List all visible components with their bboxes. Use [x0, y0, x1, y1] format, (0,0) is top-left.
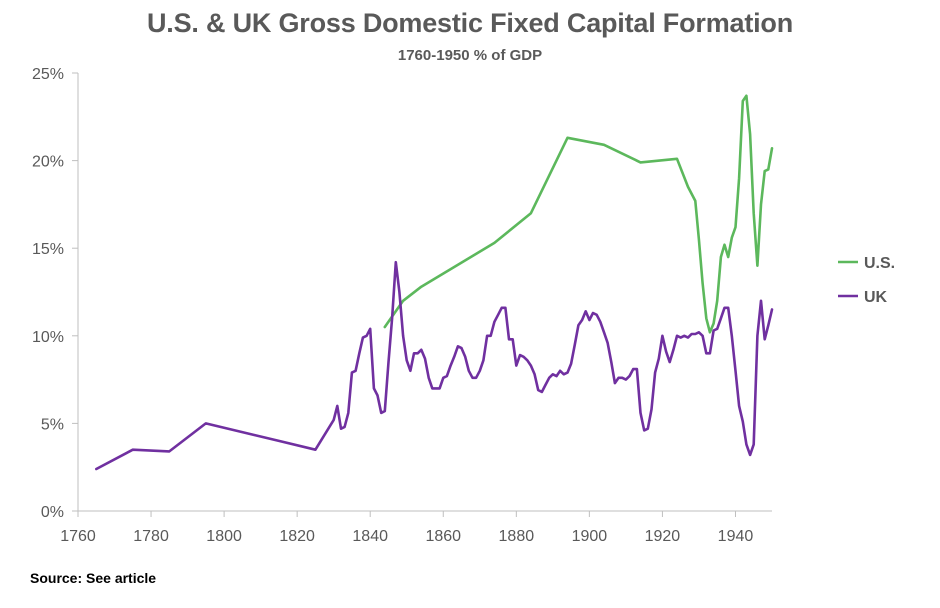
x-tick-label: 1760 — [60, 528, 96, 545]
x-tick-label: 1940 — [718, 528, 754, 545]
x-tick-label: 1820 — [279, 528, 315, 545]
series-line-uk — [95, 260, 774, 471]
x-tick-label: 1800 — [206, 528, 242, 545]
y-tick-label: 20% — [32, 154, 64, 171]
x-tick-label: 1880 — [499, 528, 535, 545]
series-line-u-s — [383, 94, 774, 334]
y-tick-label: 5% — [41, 416, 64, 433]
legend: U.S. UK — [838, 255, 895, 306]
source-note: Source: See article — [30, 570, 157, 586]
x-tick-label: 1860 — [425, 528, 461, 545]
x-tick-label: 1920 — [645, 528, 681, 545]
x-tick-label: 1780 — [133, 528, 169, 545]
chart-title: U.S. & UK Gross Domestic Fixed Capital F… — [146, 8, 794, 38]
axes: 0% 5% 10% 15% 20% 25% 1760 1780 1800 1820 1840 1860… — [32, 66, 772, 545]
y-tick-label: 25% — [32, 66, 64, 83]
y-tick-label: 0% — [41, 504, 64, 521]
y-tick-label: 15% — [32, 241, 64, 258]
y-tick-label: 10% — [32, 329, 64, 346]
x-tick-label: 1900 — [572, 528, 608, 545]
chart-subtitle: 1760-1950 % of GDP — [397, 47, 543, 64]
legend-label-uk: UK — [864, 289, 888, 306]
legend-label-u-s: U.S. — [864, 255, 895, 272]
x-tick-label: 1840 — [352, 528, 388, 545]
plot-series — [95, 94, 774, 471]
